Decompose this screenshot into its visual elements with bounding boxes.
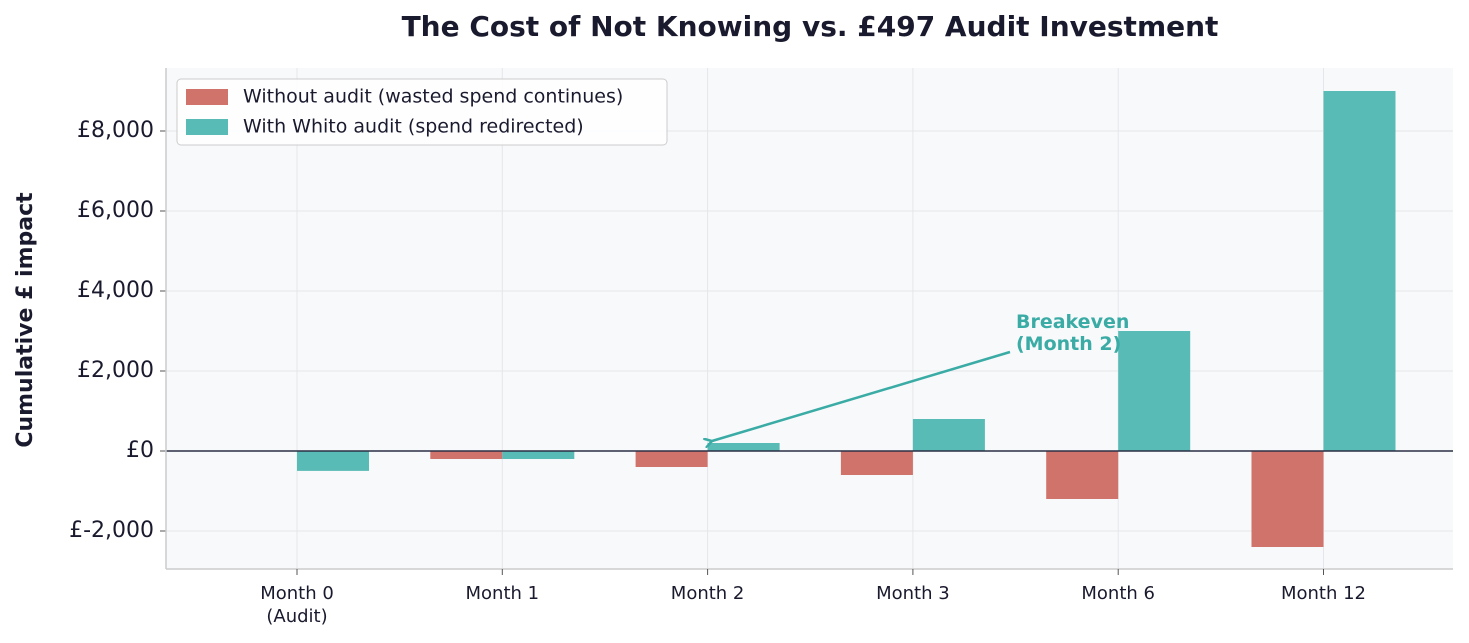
bar (1251, 451, 1324, 547)
bar (707, 443, 780, 451)
bar (502, 451, 575, 459)
x-tick-label: Month 3 (876, 583, 950, 604)
y-tick-label: £2,000 (77, 358, 154, 383)
x-tick-label: Month 12 (1281, 583, 1366, 604)
x-tick-label: Month 2 (671, 583, 745, 604)
chart-title: The Cost of Not Knowing vs. £497 Audit I… (402, 10, 1219, 43)
y-tick-label: £4,000 (77, 278, 154, 303)
y-tick-label: £6,000 (77, 198, 154, 223)
legend-swatch (186, 89, 228, 105)
bar (297, 451, 369, 471)
bar (1046, 451, 1119, 499)
legend: Without audit (wasted spend continues) Wi… (176, 78, 668, 146)
annotation-text: Breakeven (Month 2) (1016, 311, 1129, 355)
plot-area (166, 68, 1453, 569)
bar (912, 419, 985, 451)
legend-box (176, 78, 668, 146)
y-tick-label: £0 (126, 438, 154, 463)
x-tick-label: Month 6 (1081, 583, 1155, 604)
legend-swatch (186, 119, 228, 135)
legend-label: Without audit (wasted spend continues) (243, 86, 623, 108)
bar (840, 451, 913, 475)
bar (635, 451, 708, 467)
x-tick-label: Month 0 (Audit) (260, 583, 334, 627)
y-tick-label: £8,000 (77, 118, 154, 143)
y-axis-label: Cumulative £ impact (13, 192, 38, 448)
y-tick-label: £-2,000 (69, 518, 154, 543)
x-tick-label: Month 1 (466, 583, 540, 604)
legend-label: With Whito audit (spend redirected) (243, 116, 584, 138)
bar (1118, 331, 1191, 451)
bar (430, 451, 503, 459)
annotation-arrow (712, 350, 1011, 441)
bar (1323, 91, 1396, 451)
